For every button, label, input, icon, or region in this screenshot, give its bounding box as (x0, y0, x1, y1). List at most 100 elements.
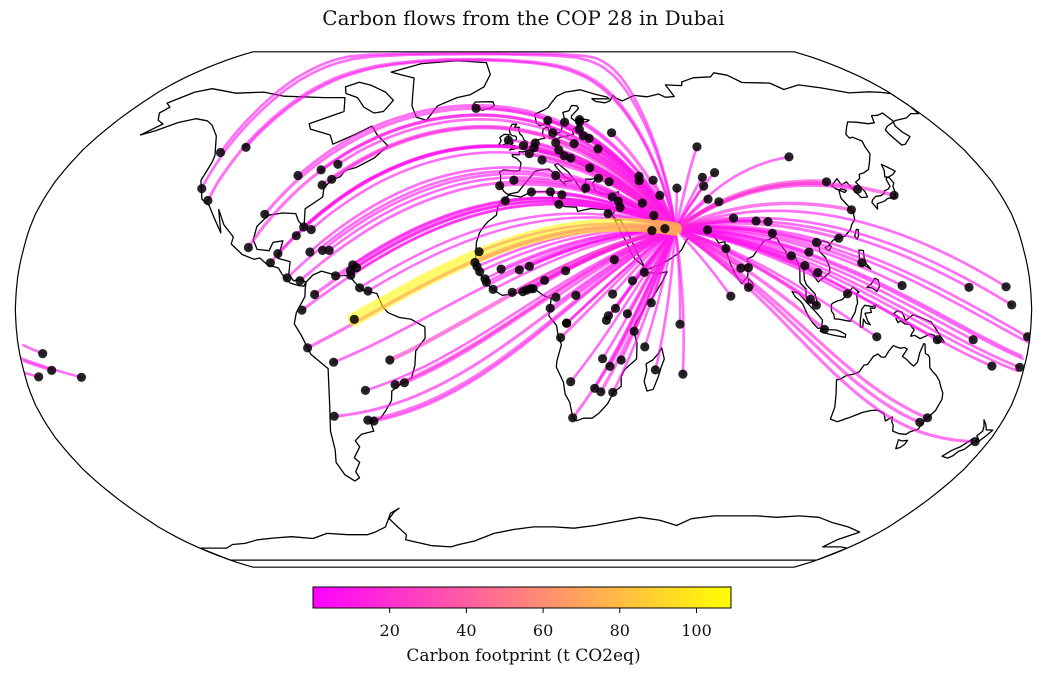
flow-arc (22, 227, 1024, 372)
origin-point (872, 332, 882, 342)
origin-point (528, 284, 538, 294)
flow-arc (643, 227, 677, 349)
origin-point (655, 190, 665, 200)
flow-arc (347, 218, 683, 327)
flow-arc (673, 179, 829, 232)
origin-point (767, 228, 778, 238)
landmass-north-america (139, 88, 389, 287)
origin-point (327, 174, 337, 184)
origin-point (970, 437, 980, 447)
origin-point (857, 258, 867, 268)
origin-point (543, 115, 553, 126)
origin-point (678, 369, 688, 379)
flow-arc (673, 219, 971, 289)
origin-point (524, 261, 535, 271)
origin-point (551, 138, 561, 148)
origin-point (714, 197, 724, 207)
origin-point (699, 181, 709, 191)
origin-point (604, 177, 614, 187)
origin-point (293, 170, 303, 181)
origin-point (728, 213, 739, 223)
origin-point (609, 255, 619, 265)
origin-point (529, 143, 539, 153)
origin-point (481, 277, 491, 287)
origin-point (203, 195, 213, 206)
origin-point (1001, 282, 1011, 292)
origin-point (399, 378, 409, 388)
flow-arc (308, 166, 677, 254)
origin-point (282, 273, 292, 283)
flow-arc (673, 209, 1008, 289)
landmass-greenland (390, 60, 491, 121)
flow-arc (673, 227, 930, 420)
flow-arc (611, 227, 677, 394)
origin-point (475, 267, 485, 277)
origin-point (607, 128, 617, 138)
origin-point (518, 141, 528, 151)
origin-point (551, 292, 561, 302)
origin-point (306, 225, 316, 235)
colorbar-ticks: 20 40 60 80 100 (380, 608, 712, 640)
colorbar-gradient (312, 586, 732, 609)
origin-point (608, 387, 618, 397)
flow-arc (219, 51, 677, 231)
origin-point (605, 361, 615, 371)
origin-point (331, 271, 341, 281)
origin-point (197, 184, 207, 194)
origin-point (593, 144, 603, 154)
flow-arc (673, 227, 807, 268)
origin-point (526, 187, 537, 197)
origin-point (743, 263, 754, 273)
origin-point (310, 289, 320, 300)
origin-point (616, 355, 626, 365)
origin-point (675, 319, 685, 329)
origin-point (215, 147, 226, 158)
flow-arc (625, 227, 677, 316)
flow-arc (263, 106, 677, 231)
origin-point (509, 175, 519, 185)
origin-point (805, 294, 816, 304)
origin-point (1015, 362, 1025, 372)
origin-point (610, 303, 621, 313)
origin-point (726, 291, 736, 301)
origin-point (736, 263, 746, 273)
origin-point (305, 247, 315, 257)
origin-point (514, 265, 524, 275)
colorbar-label: Carbon footprint (t CO2eq) (406, 646, 641, 666)
origin-point (316, 165, 326, 175)
origin-point (38, 349, 48, 359)
colorbar-tick-label: 20 (380, 621, 400, 640)
origin-point (697, 172, 708, 182)
origin-point (568, 413, 578, 423)
origin-point (571, 290, 581, 300)
origin-point (601, 315, 612, 325)
origin-point (503, 135, 513, 145)
origin-point (915, 417, 925, 427)
origin-point (333, 159, 343, 169)
origin-point (540, 275, 550, 285)
origin-point (703, 194, 713, 204)
origin-point (560, 117, 570, 127)
origin-point (260, 209, 270, 219)
map-title: Carbon flows from the COP 28 in Dubai (322, 6, 725, 30)
origin-point (557, 190, 567, 200)
flow-arc (246, 113, 677, 250)
flow-arc (673, 155, 791, 231)
origin-point (629, 326, 639, 336)
origin-point (598, 354, 608, 364)
origin-point (297, 305, 307, 315)
landmass-baffin-island (344, 81, 395, 114)
origin-point (811, 237, 822, 247)
origin-point (299, 222, 309, 232)
colorbar-tick-label: 100 (681, 621, 712, 640)
flow-arc (673, 224, 1029, 339)
origin-point (537, 155, 547, 165)
origin-point (932, 335, 942, 345)
origin-point (566, 153, 576, 163)
origin-point (47, 365, 57, 375)
origin-point (369, 416, 379, 426)
origin-point (471, 103, 481, 113)
origin-point (964, 282, 974, 292)
origin-point (842, 289, 853, 299)
